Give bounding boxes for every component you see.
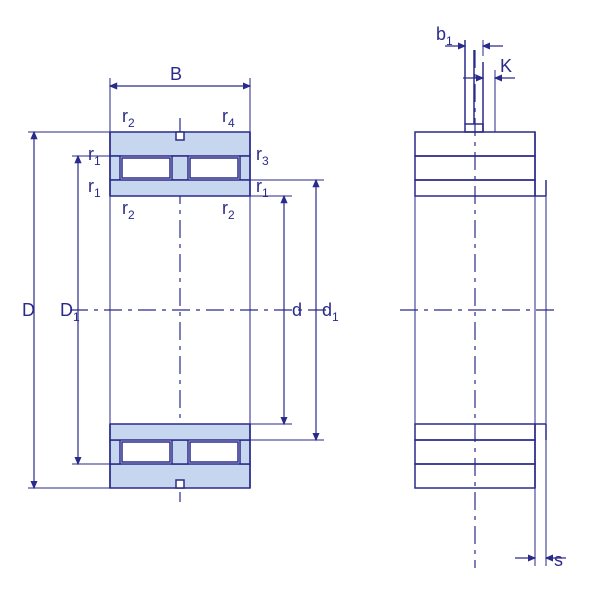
- label-r1a: r1: [88, 144, 101, 168]
- label-d: d: [292, 300, 302, 320]
- label-r2a: r2: [122, 106, 135, 130]
- left-section-top: [110, 132, 250, 196]
- label-r2c: r2: [222, 198, 235, 222]
- label-r3: r3: [256, 144, 269, 168]
- label-r4: r4: [222, 106, 235, 130]
- dim-s: [515, 440, 566, 566]
- label-B: B: [170, 64, 182, 84]
- label-D1: D1: [60, 300, 80, 324]
- label-b1: b1: [436, 24, 453, 48]
- right-section-top: [415, 40, 546, 196]
- right-section-bottom: [415, 424, 546, 488]
- label-D: D: [22, 300, 35, 320]
- left-section-bottom: [110, 424, 250, 488]
- bearing-diagram: B D D1 d d1 r1 r1 r1 r2 r2 r2 r3 r4 b1 K…: [0, 0, 600, 600]
- label-d1: d1: [322, 300, 339, 324]
- label-K: K: [500, 56, 512, 76]
- label-r1b: r1: [88, 176, 101, 200]
- label-r2b: r2: [122, 198, 135, 222]
- label-s: s: [554, 550, 563, 570]
- dim-K: [463, 70, 515, 132]
